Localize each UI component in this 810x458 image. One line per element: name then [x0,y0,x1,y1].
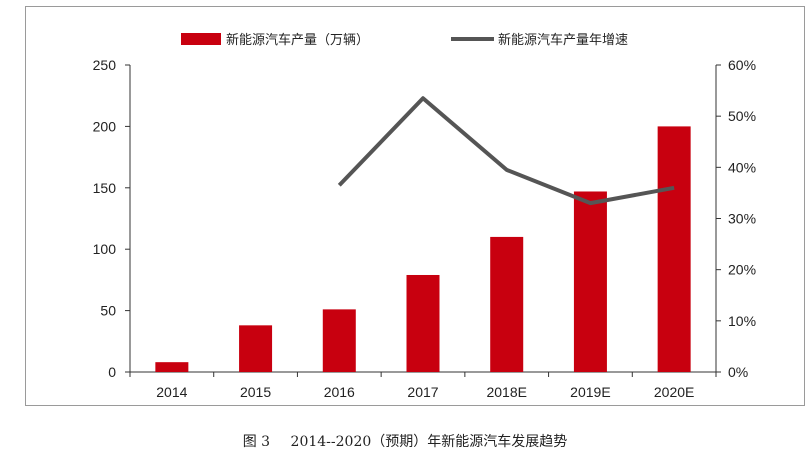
y-right-tick-label: 20% [728,262,756,278]
figure-number: 图 3 [242,434,271,450]
x-tick-label: 2018E [486,384,526,400]
x-tick-label: 2014 [156,384,187,400]
y-left-tick-label: 200 [93,118,117,134]
x-tick-label: 2019E [570,384,610,400]
y-left-tick-label: 100 [93,241,117,257]
bar-2020E [657,126,691,373]
y-right-tick-label: 50% [728,108,756,124]
y-left-tick-label: 0 [108,364,116,380]
y-right-tick-label: 40% [728,159,756,175]
y-left-tick-label: 250 [93,57,117,73]
y-left-tick-label: 150 [93,180,117,196]
bar-2016 [322,309,356,372]
y-right-tick-label: 10% [728,313,756,329]
x-tick-label: 2020E [654,384,694,400]
legend-label-production: 新能源汽车产量（万辆） [226,32,369,48]
figure-caption: 图 3 2014--2020（预期）年新能源汽车发展趋势 [0,431,810,451]
bar-2019E [573,191,607,372]
y-right-tick-label: 0% [728,364,748,380]
legend-swatch-production [181,33,221,45]
legend-label-growth: 新能源汽车产量年增速 [498,32,628,48]
figure-title: 2014--2020（预期）年新能源汽车发展趋势 [290,434,568,450]
chart-frame: 0 50 100 150 200 250 0% 10% 20% 30% 40% 50% 60% 2014 2… [25,6,805,406]
growth-line [337,96,675,206]
x-tick-label: 2015 [240,384,271,400]
bar-2014 [155,362,189,372]
x-tick-label: 2017 [407,384,438,400]
bar-2017 [406,274,440,372]
bar-2015 [239,325,273,372]
y-right-tick-label: 30% [728,211,756,227]
y-left-tick-label: 50 [100,303,116,319]
x-tick-label: 2016 [324,384,355,400]
y-right-tick-label: 60% [728,57,756,73]
bar-2018E [490,236,524,372]
chart-canvas: 0 50 100 150 200 250 0% 10% 20% 30% 40% 50% 60% 2014 2… [93,32,756,400]
